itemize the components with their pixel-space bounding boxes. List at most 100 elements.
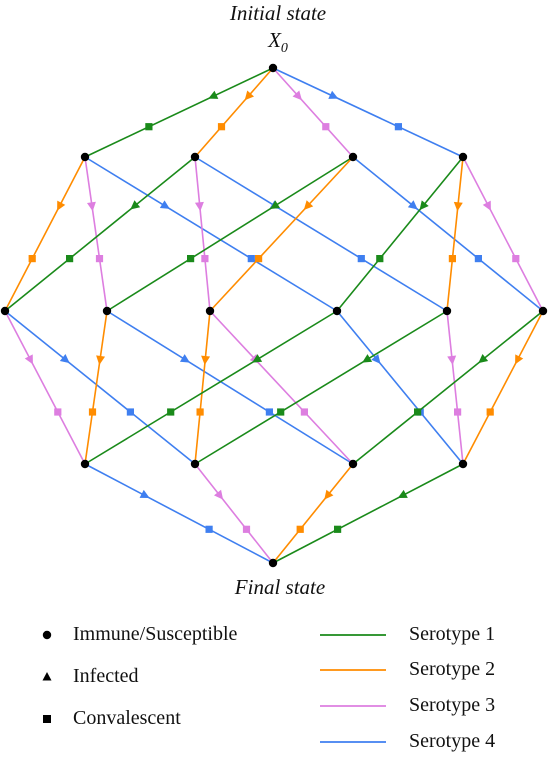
convalescent-marker xyxy=(376,255,384,263)
edge-line xyxy=(106,310,354,465)
edge-line xyxy=(446,310,464,465)
state-node xyxy=(268,558,278,568)
edge-line xyxy=(272,463,464,564)
convalescent-marker xyxy=(322,123,330,131)
state-node xyxy=(348,152,358,162)
infected-marker xyxy=(478,353,489,364)
convalescent-marker xyxy=(187,255,195,263)
state-node xyxy=(80,459,90,469)
transition-edge-serotype-3 xyxy=(462,156,544,312)
initial-state-label: Initial state xyxy=(229,1,327,25)
state-node xyxy=(80,152,90,162)
state-node xyxy=(190,152,200,162)
transition-edge-serotype-1 xyxy=(272,463,464,564)
convalescent-marker xyxy=(255,255,263,263)
edge-line xyxy=(194,310,211,465)
infected-marker xyxy=(303,200,314,210)
edge-line xyxy=(4,156,196,312)
legend-square-marker xyxy=(43,715,51,723)
edge-line xyxy=(4,156,86,312)
edge-line xyxy=(352,156,544,312)
convalescent-marker xyxy=(66,255,74,263)
transition-edge-serotype-4 xyxy=(194,156,448,312)
edge-line xyxy=(194,310,448,465)
edge-line xyxy=(106,156,354,312)
infected-marker xyxy=(57,200,66,211)
legend-label-convalescent: Convalescent xyxy=(73,707,181,729)
state-node xyxy=(0,306,10,316)
infected-marker xyxy=(86,201,96,212)
infected-marker xyxy=(397,489,408,499)
state-node xyxy=(190,459,200,469)
infected-marker xyxy=(270,200,281,209)
infected-marker xyxy=(24,354,33,365)
infected-marker xyxy=(96,355,106,365)
edge-line xyxy=(462,310,544,465)
convalescent-marker xyxy=(486,408,494,416)
transition-edge-serotype-2 xyxy=(272,463,354,564)
transition-edge-serotype-3 xyxy=(4,310,86,465)
edge-line xyxy=(84,156,338,312)
infected-marker xyxy=(515,354,524,365)
legend-label-serotype-1: Serotype 1 xyxy=(409,623,496,645)
edge-line xyxy=(84,156,108,312)
edge-line xyxy=(446,156,464,312)
infected-marker xyxy=(130,200,141,210)
state-node xyxy=(268,63,278,73)
convalescent-marker xyxy=(414,408,422,416)
legend-label-serotype-2: Serotype 2 xyxy=(409,658,496,680)
state-node xyxy=(348,459,358,469)
convalescent-marker xyxy=(205,525,213,533)
infected-marker xyxy=(208,90,219,99)
transition-edge-serotype-4 xyxy=(336,310,464,465)
transition-edge-serotype-4 xyxy=(352,156,544,312)
convalescent-marker xyxy=(167,408,175,416)
legend-graphics xyxy=(42,630,386,743)
transition-edge-serotype-1 xyxy=(336,156,464,312)
infected-marker xyxy=(139,489,150,499)
transition-edge-serotype-1 xyxy=(352,310,544,465)
edge-line xyxy=(4,310,196,465)
convalescent-marker xyxy=(145,123,153,131)
edge-line xyxy=(336,310,464,465)
convalescent-marker xyxy=(454,408,462,416)
legend-label-serotype-3: Serotype 3 xyxy=(409,694,496,716)
convalescent-marker xyxy=(448,255,456,263)
transition-edge-serotype-1 xyxy=(84,67,274,158)
convalescent-marker xyxy=(474,255,482,263)
edge-line xyxy=(194,463,274,564)
convalescent-marker xyxy=(28,255,36,263)
convalescent-marker xyxy=(296,525,304,533)
transition-edge-serotype-3 xyxy=(446,310,464,465)
state-node xyxy=(458,459,468,469)
edge-line xyxy=(194,156,211,312)
convalescent-marker xyxy=(265,408,273,416)
transition-edge-serotype-2 xyxy=(446,156,464,312)
transition-edge-serotype-4 xyxy=(84,463,274,564)
final-state-label: Final state xyxy=(234,575,326,599)
legend-label-infected: Infected xyxy=(73,665,139,687)
convalescent-marker xyxy=(277,408,285,416)
infected-marker xyxy=(213,489,224,500)
state-node xyxy=(332,306,342,316)
infected-marker xyxy=(324,489,334,500)
convalescent-marker xyxy=(88,408,97,416)
legend-triangle-marker xyxy=(42,672,52,681)
transition-edge-serotype-2 xyxy=(209,156,354,312)
transition-edge-serotype-2 xyxy=(84,310,108,465)
edge-line xyxy=(272,463,354,564)
edge-line xyxy=(194,67,274,158)
edge-line xyxy=(209,156,354,312)
state-node xyxy=(442,306,452,316)
edge-line xyxy=(336,156,464,312)
infected-marker xyxy=(292,90,302,101)
state-node xyxy=(458,152,468,162)
legend-label-serotype-4: Serotype 4 xyxy=(409,730,496,752)
infected-marker xyxy=(419,200,429,211)
transition-edge-serotype-1 xyxy=(194,310,448,465)
infected-marker xyxy=(407,200,418,210)
x0-label: X0 xyxy=(268,28,288,57)
transition-edge-serotype-3 xyxy=(84,156,108,312)
convalescent-marker xyxy=(196,408,204,416)
state-node xyxy=(538,306,548,316)
